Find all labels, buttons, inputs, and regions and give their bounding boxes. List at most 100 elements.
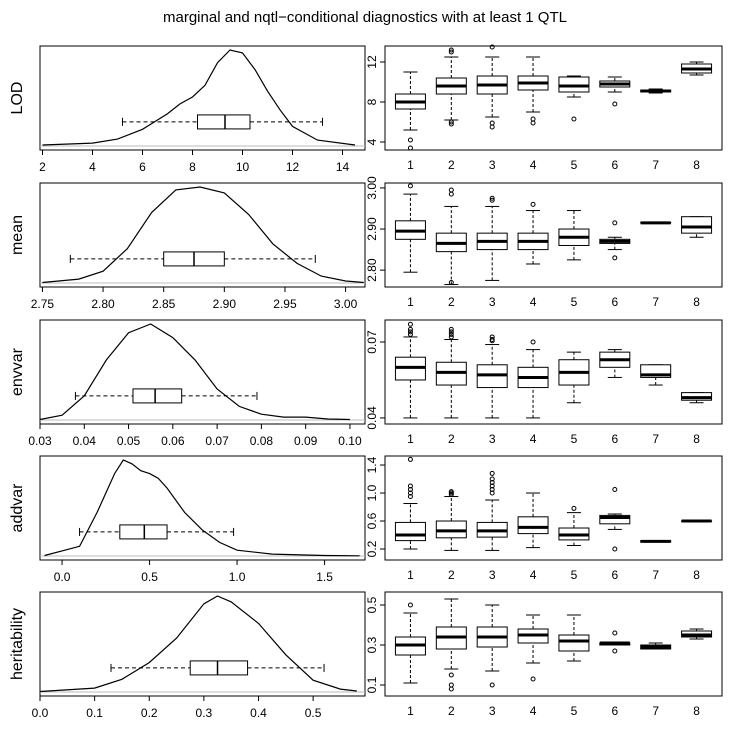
y-axis-label: addvar [9, 483, 26, 533]
y-tick-label: 4 [365, 138, 379, 145]
x-tick-label: 2.80 [91, 297, 115, 311]
outlier [448, 682, 454, 688]
x-tick-label: 0.03 [28, 434, 52, 448]
y-tick-label: 12 [365, 55, 379, 69]
x-tick-label: 7 [652, 568, 659, 582]
x-tick-label: 2 [448, 432, 455, 446]
x-tick-label: 4 [530, 704, 537, 718]
figure-title: marginal and nqtl−conditional diagnostic… [163, 9, 567, 26]
outlier [407, 487, 413, 493]
x-tick-label: 5 [571, 295, 578, 309]
box [517, 516, 549, 535]
outlier [407, 145, 413, 151]
x-tick-label: 3 [489, 158, 496, 172]
x-tick-label: 4 [530, 432, 537, 446]
y-tick-label: 1.0 [365, 484, 379, 501]
x-tick-label: 1 [407, 295, 414, 309]
x-tick-label: 0.4 [250, 706, 267, 720]
outlier [489, 470, 495, 476]
outlier [448, 331, 454, 337]
plot-frame [384, 182, 723, 288]
outlier [407, 456, 413, 462]
x-tick-label: 7 [652, 295, 659, 309]
outlier [448, 491, 454, 497]
outlier [407, 326, 413, 332]
outlier [489, 483, 495, 489]
y-tick-label: 0.2 [365, 540, 379, 557]
outlier [489, 682, 495, 688]
outlier [612, 220, 618, 226]
x-tick-label: 5 [571, 432, 578, 446]
x-tick-label: 2 [39, 160, 46, 174]
x-tick-label: 2.75 [31, 297, 55, 311]
x-tick-label: 2 [448, 158, 455, 172]
x-tick-label: 0.06 [161, 434, 185, 448]
outlier [489, 124, 495, 130]
x-tick-label: 2.95 [273, 297, 297, 311]
outlier [612, 546, 618, 552]
x-tick-label: 1 [407, 704, 414, 718]
outlier [612, 101, 618, 107]
x-tick-label: 4 [89, 160, 96, 174]
plot-frame [39, 45, 366, 151]
x-tick-label: 6 [611, 568, 618, 582]
x-tick-label: 7 [652, 704, 659, 718]
outlier [530, 339, 536, 345]
outlier [530, 201, 536, 207]
box [394, 521, 426, 542]
x-tick-label: 1 [407, 568, 414, 582]
x-tick-label: 0.5 [141, 570, 158, 584]
x-tick-label: 1 [407, 432, 414, 446]
x-tick-label: 5 [571, 568, 578, 582]
plot-frame [39, 455, 366, 561]
plot-frame [384, 319, 723, 425]
y-tick-label: 8 [365, 98, 379, 105]
x-tick-label: 0.1 [86, 706, 103, 720]
y-tick-label: 0.3 [365, 636, 379, 653]
y-tick-label: 0.04 [365, 406, 379, 430]
plot-frame [39, 591, 366, 697]
x-tick-label: 8 [693, 432, 700, 446]
outlier [612, 630, 618, 636]
box [558, 634, 590, 652]
outlier [489, 197, 495, 203]
outlier [489, 44, 495, 50]
x-tick-label: 0.2 [141, 706, 158, 720]
outlier [448, 47, 454, 53]
y-axis-label: envvar [9, 347, 26, 396]
plot-frame [384, 591, 723, 697]
x-tick-label: 6 [139, 160, 146, 174]
x-tick-label: 3 [489, 568, 496, 582]
outlier [407, 602, 413, 608]
x-tick-label: 0.09 [294, 434, 318, 448]
y-tick-label: 2.90 [365, 217, 379, 241]
x-tick-label: 10 [236, 160, 250, 174]
x-tick-label: 7 [652, 432, 659, 446]
outlier [407, 329, 413, 335]
box [132, 388, 183, 404]
outlier [448, 191, 454, 197]
outlier [407, 483, 413, 489]
x-tick-label: 7 [652, 158, 659, 172]
outlier [489, 476, 495, 482]
box [119, 524, 168, 540]
outlier [448, 119, 454, 125]
plot-frame [39, 319, 366, 425]
outlier [448, 279, 454, 285]
outlier [612, 487, 618, 493]
outlier [407, 183, 413, 189]
outlier [448, 672, 454, 678]
x-tick-label: 3 [489, 704, 496, 718]
box [197, 114, 251, 130]
x-tick-label: 5 [571, 158, 578, 172]
x-tick-label: 4 [530, 568, 537, 582]
box [189, 660, 249, 676]
y-tick-label: 0.6 [365, 512, 379, 529]
x-tick-label: 2 [448, 568, 455, 582]
outlier [448, 49, 454, 55]
density-curve [42, 186, 364, 284]
y-tick-label: 0.1 [365, 676, 379, 693]
x-tick-label: 1.5 [316, 570, 333, 584]
plot-frame [39, 182, 366, 288]
outlier [530, 120, 536, 126]
